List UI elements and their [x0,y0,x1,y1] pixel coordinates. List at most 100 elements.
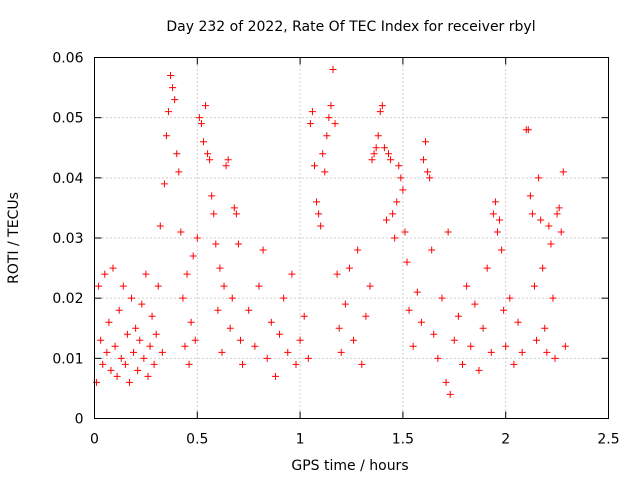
data-point [434,354,442,362]
data-point [230,204,238,212]
data-point [335,324,343,332]
data-point [358,360,366,368]
data-point [204,150,212,158]
data-point [376,108,384,116]
data-point [368,156,376,164]
y-tick-label: 0.05 [52,111,83,127]
data-point [479,324,487,332]
data-point [97,336,105,344]
data-point [518,348,526,356]
data-point [284,348,292,356]
data-point [491,198,499,206]
x-tick-label: 1.5 [392,432,414,448]
data-point [228,294,236,302]
data-point [119,282,127,290]
x-axis-label: GPS time / hours [291,458,408,474]
data-point [341,300,349,308]
data-point [138,300,146,308]
data-point [173,150,181,158]
data-point [251,342,259,350]
data-point [413,288,421,296]
data-point [380,144,388,152]
data-point [167,72,175,80]
data-point [181,342,189,350]
data-point [160,180,168,188]
axis-ticks [94,57,609,419]
chart-title: Day 232 of 2022, Rate Of TEC Index for r… [166,19,535,35]
data-point [280,294,288,302]
data-point [438,294,446,302]
data-point [123,330,131,338]
data-point [197,120,205,128]
data-point [526,192,534,200]
data-point [208,192,216,200]
data-point [551,354,559,362]
data-point [195,114,203,122]
data-point [226,324,234,332]
data-point [144,372,152,380]
data-point [117,354,125,362]
data-point [500,306,508,314]
data-point [385,150,393,158]
data-point [158,348,166,356]
data-point [115,306,123,314]
data-point [310,162,318,170]
data-point [489,210,497,218]
data-point [559,168,567,176]
data-point [300,312,308,320]
data-point [175,168,183,176]
data-point [162,132,170,140]
data-point [232,210,240,218]
data-point [366,282,374,290]
data-point [183,270,191,278]
data-point [528,210,536,218]
y-tick-label: 0.02 [52,291,83,307]
data-point [354,246,362,254]
data-point [329,66,337,74]
data-point [154,282,162,290]
data-point [267,318,275,326]
data-point [212,240,220,248]
data-point [107,366,115,374]
data-point [498,246,506,254]
data-point [405,306,413,314]
data-point [236,336,244,344]
data-point [191,336,199,344]
data-point [350,336,358,344]
data-point [220,282,228,290]
data-point [553,210,561,218]
data-point [419,156,427,164]
data-point [315,210,323,218]
x-tick-label: 2 [501,432,510,448]
data-point [547,240,555,248]
data-point [471,300,479,308]
data-point [323,132,331,140]
data-point [148,312,156,320]
data-point [308,108,316,116]
data-point [530,282,538,290]
y-tick-label: 0.06 [52,51,83,67]
data-point [514,318,522,326]
x-tick-labels: 0 0.5 1 1.5 2 2.5 [90,432,620,448]
data-point [387,156,395,164]
x-tick-label: 0.5 [186,432,208,448]
data-point [403,258,411,266]
data-point [216,264,224,272]
data-point [467,342,475,350]
data-point [395,162,403,170]
data-point [424,168,432,176]
data-point [306,120,314,128]
data-point [391,234,399,242]
data-point [535,174,543,182]
data-point [337,348,345,356]
data-point [327,102,335,110]
data-point [271,372,279,380]
data-point [510,360,518,368]
data-point [454,312,462,320]
data-point [202,102,210,110]
data-point [245,306,253,314]
y-tick-labels: 0 0.01 0.02 0.03 0.04 0.05 0.06 [52,51,83,428]
data-point [397,174,405,182]
data-point [113,372,121,380]
